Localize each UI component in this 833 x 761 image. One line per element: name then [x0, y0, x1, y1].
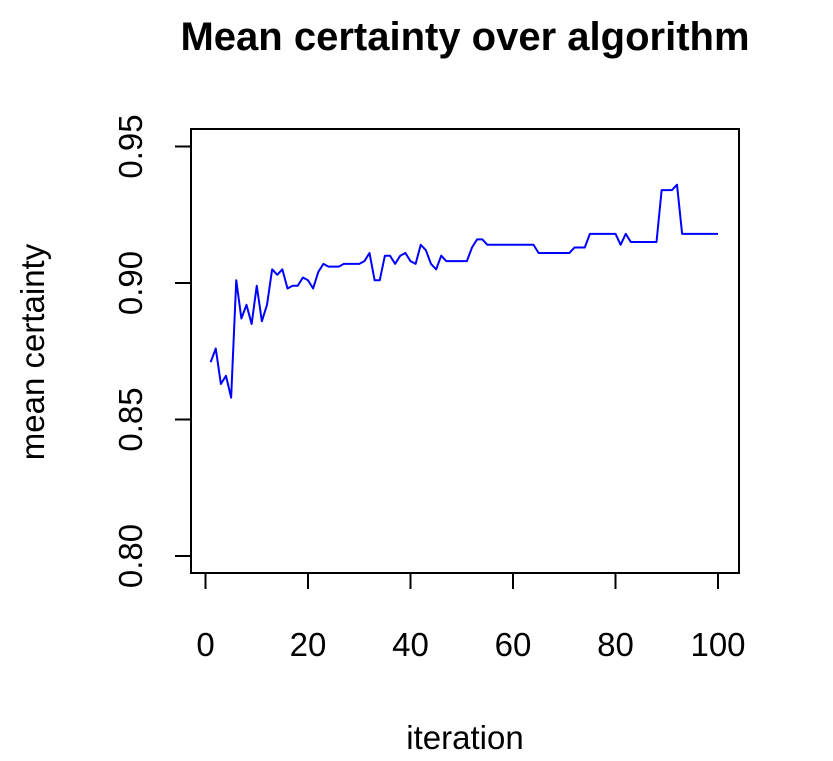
y-axis-label: mean certainty [14, 243, 51, 460]
chart-title: Mean certainty over algorithm [180, 15, 749, 59]
x-tick-label: 0 [196, 626, 214, 663]
series-layer [209, 183, 718, 399]
x-tick-label: 60 [495, 626, 532, 663]
x-tick-label: 100 [690, 626, 745, 663]
y-axis: 0.80 0.85 0.90 0.95 [112, 114, 192, 588]
y-tick-label: 0.90 [112, 251, 149, 315]
y-tick-label: 0.95 [112, 114, 149, 178]
x-tick-label: 80 [597, 626, 634, 663]
y-tick-label: 0.80 [112, 524, 149, 588]
x-tick-label: 40 [392, 626, 429, 663]
plot-area-frame [190, 128, 740, 574]
x-axis: 0 20 40 60 80 100 [196, 572, 746, 663]
x-tick-label: 20 [290, 626, 327, 663]
series-line [209, 183, 718, 399]
x-axis-label: iteration [406, 719, 523, 756]
y-tick-label: 0.85 [112, 387, 149, 451]
